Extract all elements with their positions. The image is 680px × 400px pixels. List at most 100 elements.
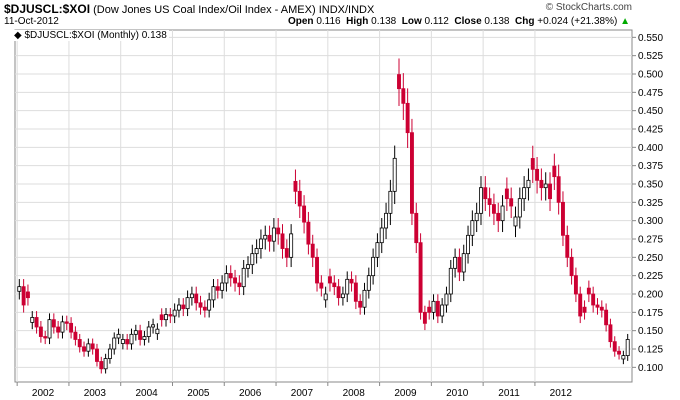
y-tick-label: 0.175 xyxy=(638,308,663,319)
candle-body xyxy=(384,212,389,229)
candle-body xyxy=(409,132,414,214)
x-tick-label: 2012 xyxy=(550,388,573,399)
candle-body xyxy=(211,286,216,301)
up-arrow-icon: ▲ xyxy=(620,16,630,27)
y-tick-label: 0.400 xyxy=(638,143,663,154)
y-tick-label: 0.350 xyxy=(638,180,663,191)
candle-body xyxy=(99,361,104,370)
y-tick-label: 0.250 xyxy=(638,253,663,264)
candle-body xyxy=(366,275,371,291)
y-tick-label: 0.525 xyxy=(638,51,663,62)
candle-body xyxy=(405,102,410,134)
candle-body xyxy=(599,306,604,311)
candle-body xyxy=(25,291,30,299)
candle-body xyxy=(302,205,307,223)
candle-body xyxy=(440,304,445,317)
candle-body xyxy=(500,205,505,222)
candle-body xyxy=(177,304,181,311)
candle-body xyxy=(246,264,250,269)
x-tick-label: 2010 xyxy=(446,388,469,399)
candle-body xyxy=(47,319,52,339)
x-tick-label: 2003 xyxy=(84,388,107,399)
x-tick-label: 2004 xyxy=(135,388,158,399)
candle-body xyxy=(254,248,259,255)
candle-body xyxy=(522,187,527,200)
candle-body xyxy=(310,243,315,258)
y-tick-label: 0.550 xyxy=(638,33,663,44)
candle-body xyxy=(401,88,406,104)
candle-body xyxy=(358,300,363,308)
candle-body xyxy=(90,343,95,350)
plot-frame xyxy=(14,29,633,383)
chg-value: +0.024 (+21.38%) xyxy=(537,16,618,27)
high-value: 0.138 xyxy=(371,16,397,27)
candle-body xyxy=(129,333,134,345)
symbol: $DJUSCL:$XOI xyxy=(4,2,91,16)
candle-body xyxy=(612,341,617,352)
candle-body xyxy=(604,309,609,326)
y-tick-label: 0.100 xyxy=(638,363,663,374)
candle-body xyxy=(414,212,419,244)
candle-body xyxy=(479,187,483,214)
candle-body xyxy=(276,227,281,235)
description: (Dow Jones US Coal Index/Oil Index - AME… xyxy=(93,4,316,16)
x-tick-label: 2008 xyxy=(343,388,366,399)
candle-body xyxy=(552,165,557,178)
low-value: 0.112 xyxy=(424,16,449,27)
candle-body xyxy=(289,233,294,258)
candle-body xyxy=(77,339,82,348)
candle-body xyxy=(112,337,117,350)
candle-body xyxy=(461,253,466,273)
candle-body xyxy=(95,348,99,362)
candle-body xyxy=(86,343,91,352)
y-tick-label: 0.375 xyxy=(638,161,663,172)
candle-body xyxy=(457,256,462,273)
candle-body xyxy=(548,183,552,200)
candle-body xyxy=(306,221,311,245)
candle-body xyxy=(168,314,173,317)
candle-body xyxy=(422,311,427,324)
candle-body xyxy=(504,188,509,200)
candle-body xyxy=(241,267,246,288)
candle-body xyxy=(17,286,22,292)
candle-body xyxy=(51,319,56,328)
candle-body xyxy=(491,204,496,214)
x-tick-label: 2007 xyxy=(291,388,314,399)
candle-body xyxy=(34,317,39,328)
candle-body xyxy=(38,326,43,337)
candle-body xyxy=(427,306,432,313)
candle-body xyxy=(189,293,194,299)
candle-body xyxy=(431,300,436,313)
candle-body xyxy=(159,314,164,321)
candle-body xyxy=(237,282,242,288)
candle-body xyxy=(397,74,401,90)
candle-body xyxy=(496,212,501,222)
candle-body xyxy=(561,201,565,236)
candle-body xyxy=(224,273,229,284)
candle-body xyxy=(578,293,583,317)
candle-body xyxy=(379,227,384,244)
candle-body xyxy=(138,330,143,340)
candle-body xyxy=(349,278,354,284)
candle-body xyxy=(82,346,86,352)
candle-body xyxy=(444,293,449,306)
candle-body xyxy=(60,321,65,333)
candle-body xyxy=(539,179,544,189)
close-value: 0.138 xyxy=(484,16,510,27)
open-label: Open xyxy=(287,16,314,27)
candle-body xyxy=(617,350,622,355)
candle-body xyxy=(250,253,255,266)
x-tick-label: 2005 xyxy=(187,388,210,399)
candle-body xyxy=(284,248,289,258)
y-tick-label: 0.150 xyxy=(638,326,663,337)
candle-body xyxy=(470,220,475,236)
candle-body xyxy=(526,179,531,189)
candle-body xyxy=(509,198,514,207)
candle-body xyxy=(517,198,522,218)
candle-body xyxy=(202,306,207,311)
candle-body xyxy=(586,287,591,295)
candle-body xyxy=(595,304,600,308)
y-tick-label: 0.200 xyxy=(638,290,663,301)
quote-summary: Open 0.116 High 0.138 Low 0.112 Close 0.… xyxy=(288,16,630,27)
